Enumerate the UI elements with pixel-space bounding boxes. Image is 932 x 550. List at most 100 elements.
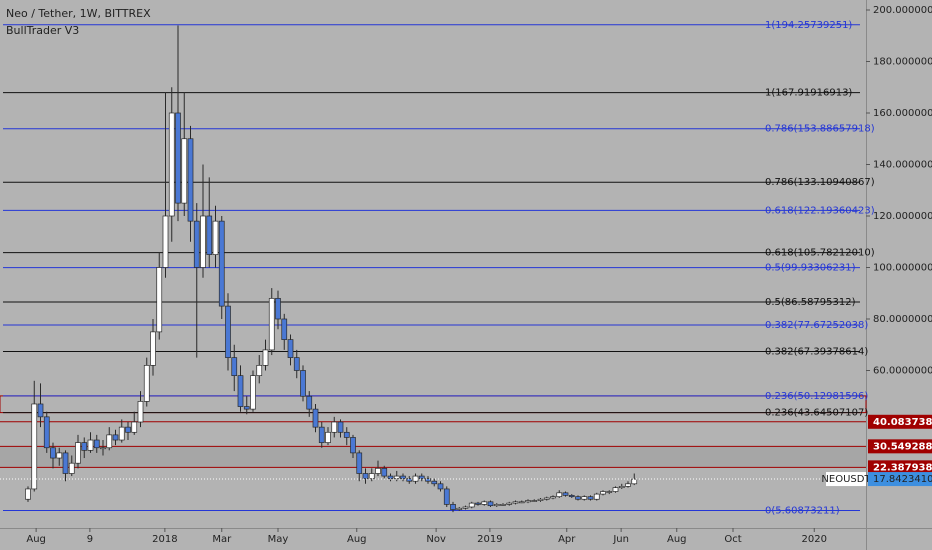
candle-body <box>306 395 313 410</box>
x-tick-label: Nov <box>426 534 446 545</box>
candle-body <box>537 498 544 501</box>
symbol-label: NEOUSDT <box>821 474 871 485</box>
y-tick-label: 140.00000000 <box>873 159 932 170</box>
fib-label: 0.382(77.67252038) <box>765 320 868 331</box>
candle-body <box>400 475 406 479</box>
candle-body <box>581 496 588 500</box>
level-badge <box>868 414 932 429</box>
candle-body <box>237 375 244 407</box>
candle-body <box>181 138 188 204</box>
candle-body <box>87 439 94 451</box>
candle-body <box>350 437 356 454</box>
candle-body <box>525 500 531 503</box>
candle-body <box>487 501 494 507</box>
candle-body <box>443 488 450 505</box>
candle-body <box>343 431 350 438</box>
candle-body <box>112 434 119 441</box>
x-tick-label: Aug <box>347 534 367 545</box>
x-tick-label: 2019 <box>477 534 502 545</box>
candle-body <box>593 493 600 500</box>
candle-body <box>481 501 488 505</box>
chart-title: Neo / Tether, 1W, BITTREX <box>6 7 151 20</box>
candle-body <box>437 483 444 490</box>
level-badge <box>868 460 932 475</box>
candle-body <box>231 357 238 376</box>
candle-body <box>331 421 338 433</box>
candle-body <box>381 467 388 477</box>
candle-body <box>318 426 325 443</box>
x-tick-label: 2018 <box>152 534 177 545</box>
candle-body <box>300 370 306 397</box>
x-tick-label: Oct <box>724 534 741 545</box>
fib-label: 0.786(153.88657918) <box>765 124 875 135</box>
candle-body <box>68 462 75 474</box>
candle-body <box>131 421 138 433</box>
candle-body <box>450 504 456 510</box>
candle-body <box>462 506 469 509</box>
candle-body <box>212 220 219 255</box>
candle-body <box>125 426 131 433</box>
candle-body <box>431 480 438 485</box>
candle-body <box>225 305 231 358</box>
candle-body <box>625 483 631 487</box>
candle-body <box>262 349 269 366</box>
candle-body <box>556 492 563 498</box>
candle-body <box>362 473 369 479</box>
candle-body <box>287 339 294 358</box>
candle-body <box>512 501 519 504</box>
x-tick-label: May <box>268 534 289 545</box>
candle-body <box>206 215 213 255</box>
symbol-badge <box>826 472 866 487</box>
candle-body <box>81 442 88 451</box>
x-tick-label: Apr <box>558 534 576 545</box>
candle-body <box>156 267 163 333</box>
candle-body <box>618 486 625 489</box>
candle-body <box>200 215 206 268</box>
candle-body <box>475 502 481 505</box>
y-tick-label: 200.00000000 <box>873 5 932 16</box>
candle-body <box>150 331 156 366</box>
y-tick-label: 80.00000000 <box>873 314 932 325</box>
candle-body <box>612 487 619 492</box>
fib-label: 0.5(86.58795312) <box>765 297 856 308</box>
candle-body <box>275 298 281 320</box>
candle-body <box>468 502 475 508</box>
candle-body <box>506 502 513 505</box>
fib-label: 0.5(99.93306231) <box>765 263 856 274</box>
candle-body <box>312 408 319 428</box>
x-tick-label: 9 <box>87 534 93 545</box>
x-tick-label: Jun <box>612 534 629 545</box>
candle-body <box>425 478 431 482</box>
candle-body <box>406 478 413 482</box>
candle-body <box>50 447 56 459</box>
x-tick-label: Aug <box>26 534 46 545</box>
candle-body <box>281 318 288 340</box>
candle-body <box>456 507 463 510</box>
candle-body <box>518 501 525 504</box>
candle-body <box>62 452 69 474</box>
candle-body <box>218 220 225 307</box>
candle-body <box>500 504 506 506</box>
candle-body <box>550 496 556 499</box>
candle-body <box>531 500 538 502</box>
y-tick-label: 160.00000000 <box>873 108 932 119</box>
candle-body <box>187 138 194 222</box>
candle-body <box>37 403 44 418</box>
candle-body <box>325 431 331 443</box>
candle-body <box>631 478 638 485</box>
candle-body <box>293 357 300 371</box>
candle-body <box>100 447 106 450</box>
candle-body <box>568 495 575 498</box>
fib-label: 0.618(122.19360423) <box>765 205 875 216</box>
x-tick-label: Mar <box>212 534 232 545</box>
candle-body <box>106 434 113 449</box>
candle-body <box>600 491 606 495</box>
candle-body <box>137 401 144 423</box>
candle-body <box>118 426 125 441</box>
candle-body <box>606 491 613 493</box>
candle-body <box>562 492 569 496</box>
candle-body <box>493 504 500 507</box>
level-badge <box>868 439 932 454</box>
x-tick-label: Aug <box>667 534 687 545</box>
